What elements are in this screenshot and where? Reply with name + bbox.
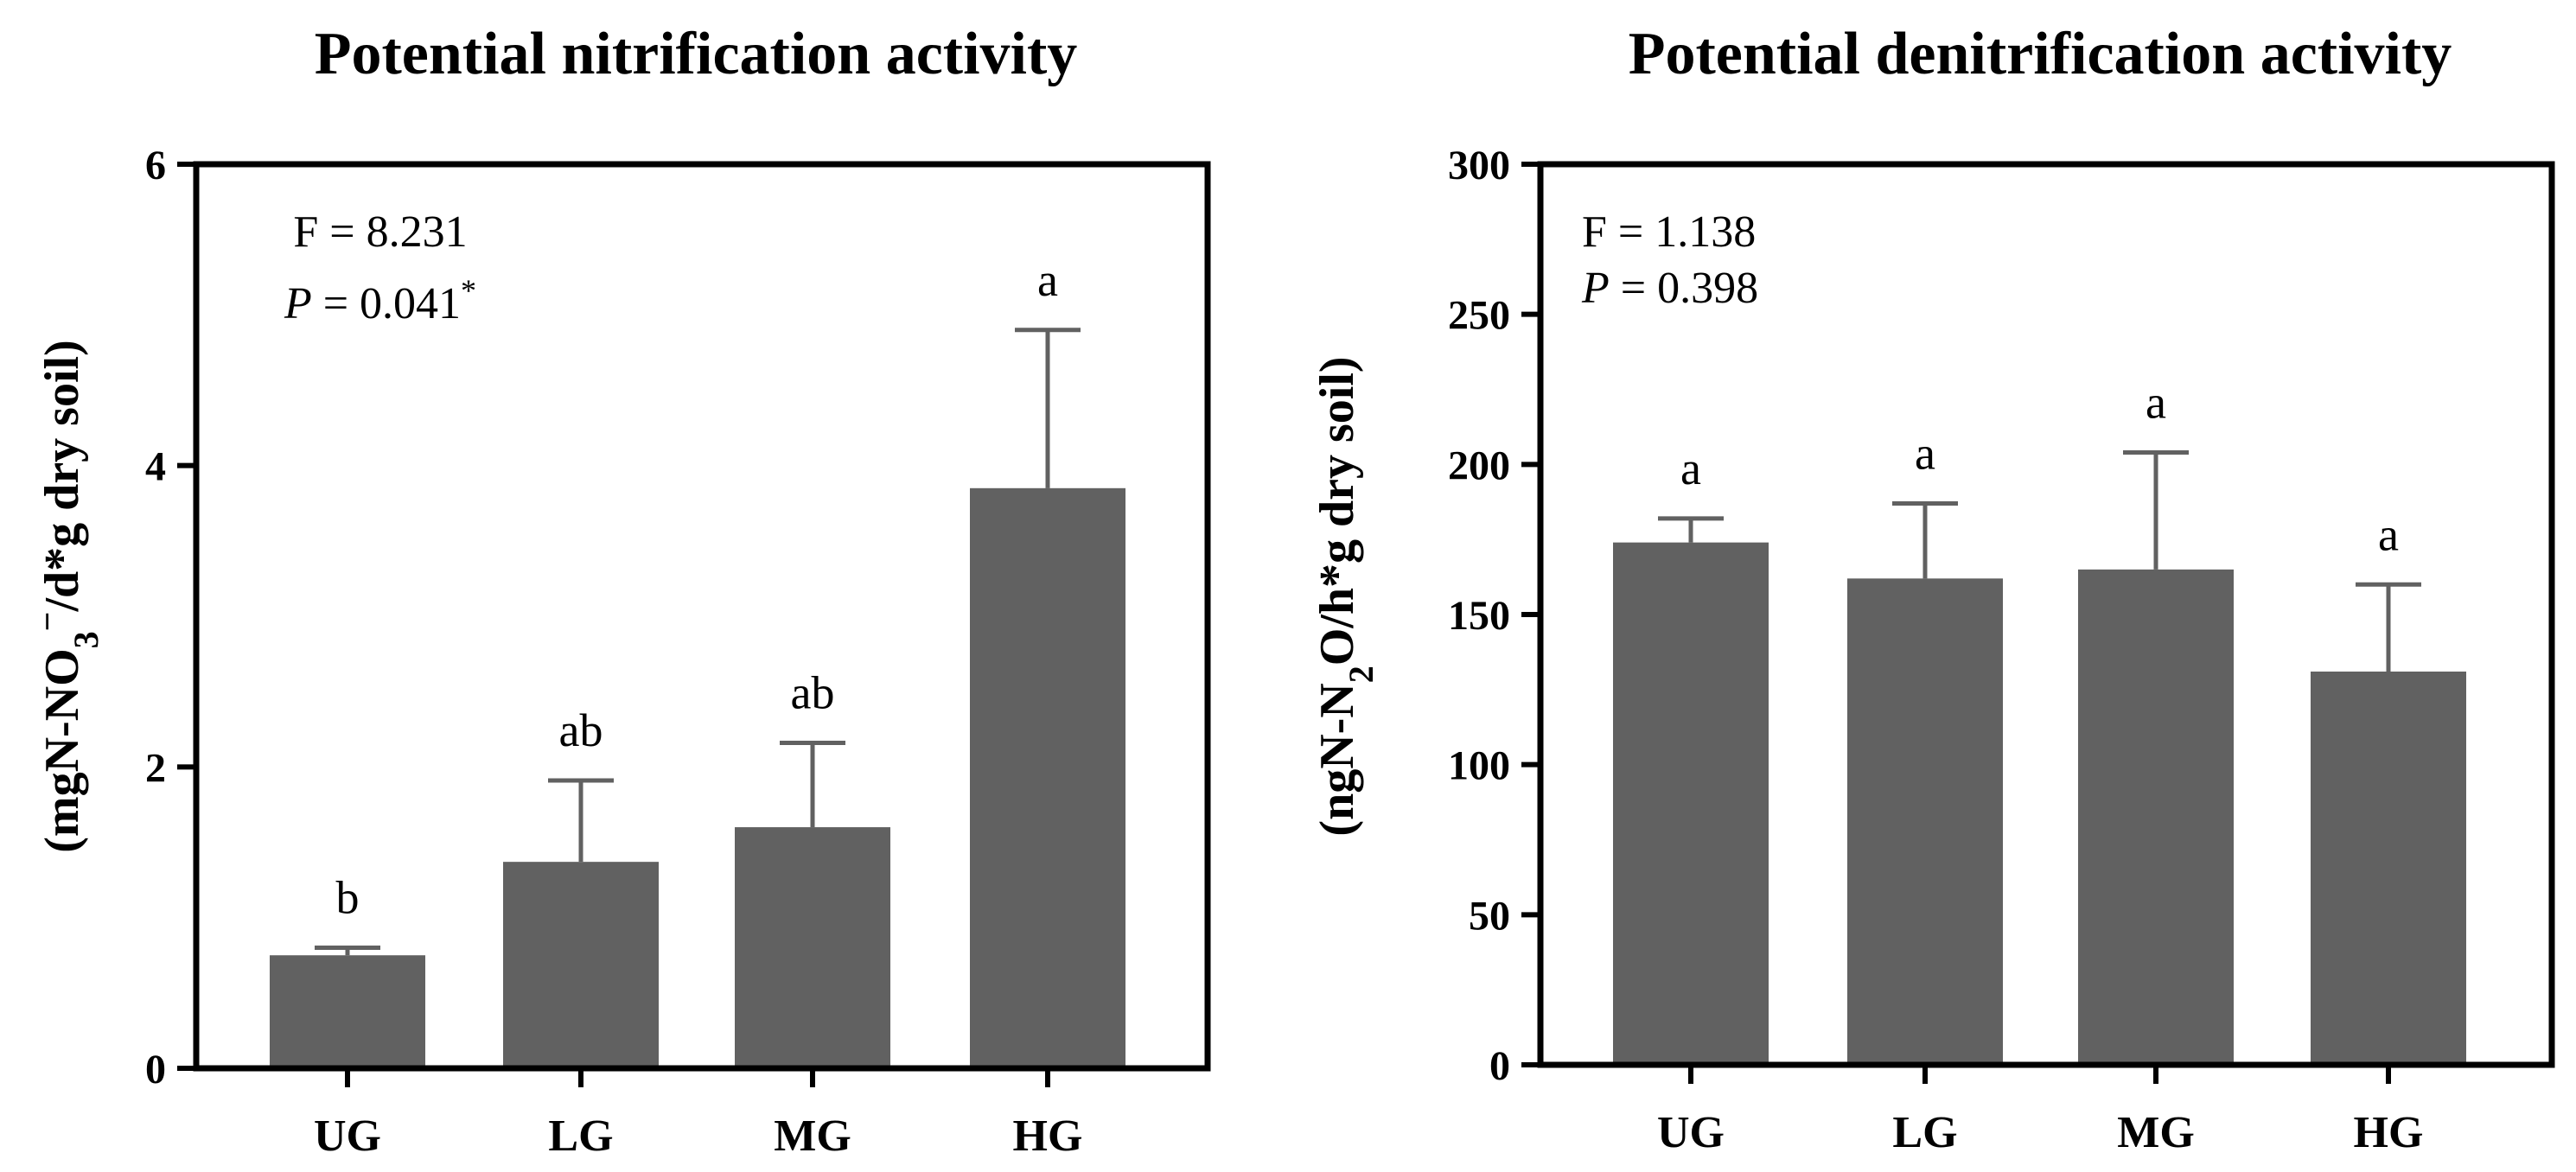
denitrification-y-tick-label: 100	[1448, 743, 1510, 789]
nitrification-hg-significance-letter: a	[1037, 254, 1058, 306]
nitrification-ug-significance-letter: b	[336, 872, 360, 924]
nitrification-hg-bar	[970, 487, 1125, 1068]
denitrification-f-statistic: F = 1.138	[1582, 207, 1756, 257]
denitrification-ticks: UG LG MG HG 0 50 100 150 200 250 300	[1448, 143, 2423, 1157]
denitrification-hg-bar	[2311, 671, 2466, 1065]
nitrification-bars: b ab ab a	[270, 254, 1125, 1068]
nitrification-p-value: P = 0.041*	[284, 273, 476, 328]
denitrification-bars: a a a a	[1613, 376, 2466, 1065]
denitrification-y-tick-label: 200	[1448, 443, 1510, 488]
denitrification-hg-significance-letter: a	[2378, 508, 2399, 560]
nitrification-mg-bar	[735, 827, 890, 1068]
nitrification-lg-significance-letter: ab	[559, 704, 603, 756]
nitrification-ug-x-tick-label: UG	[314, 1111, 381, 1161]
nitrification-frame	[193, 161, 1211, 1072]
nitrification-hg-x-tick-label: HG	[1013, 1111, 1083, 1161]
denitrification-p-value: P = 0.398	[1581, 264, 1758, 313]
denitrification-y-tick-label: 250	[1448, 293, 1510, 339]
denitrification-panel: Potential denitrification activity (ngN-…	[1310, 21, 2555, 1157]
denitrification-lg-significance-letter: a	[1915, 427, 1935, 479]
denitrification-lg-bar	[1847, 578, 2003, 1065]
nitrification-y-tick-label: 4	[145, 444, 166, 490]
denitrification-ug-significance-letter: a	[1680, 443, 1701, 494]
denitrification-y-tick-label: 300	[1448, 143, 1510, 188]
nitrification-lg-bar	[503, 862, 659, 1068]
nitrification-f-statistic: F = 8.231	[293, 207, 467, 257]
nitrification-lg-x-tick-label: LG	[548, 1111, 613, 1161]
nitrification-y-axis-label: (mgN-NO3−/d*g dry soil)	[28, 340, 105, 852]
nitrification-title: Potential nitrification activity	[315, 21, 1078, 87]
denitrification-mg-bar	[2078, 569, 2234, 1065]
denitrification-ug-bar	[1613, 542, 1769, 1065]
denitrification-mg-x-tick-label: MG	[2117, 1108, 2195, 1157]
nitrification-mg-x-tick-label: MG	[774, 1111, 851, 1161]
denitrification-y-axis-label: (ngN-N2O/h*g dry soil)	[1310, 356, 1380, 836]
denitrification-y-tick-label: 50	[1469, 893, 1510, 939]
nitrification-ticks: UG LG MG HG 0 2 4 6	[145, 143, 1082, 1161]
nitrification-ug-bar	[270, 955, 425, 1068]
denitrification-mg-significance-letter: a	[2146, 376, 2166, 428]
denitrification-lg-x-tick-label: LG	[1892, 1108, 1957, 1157]
nitrification-mg-significance-letter: ab	[791, 666, 835, 718]
denitrification-frame	[1537, 161, 2555, 1068]
nitrification-y-tick-label: 6	[145, 143, 166, 188]
denitrification-y-tick-label: 0	[1489, 1043, 1510, 1089]
nitrification-panel: Potential nitrification activity (mgN-NO…	[28, 21, 1211, 1161]
denitrification-ug-x-tick-label: UG	[1657, 1108, 1725, 1157]
nitrification-y-tick-label: 0	[145, 1047, 166, 1092]
nitrification-y-tick-label: 2	[145, 745, 166, 791]
denitrification-title: Potential denitrification activity	[1629, 21, 2452, 87]
denitrification-y-tick-label: 150	[1448, 593, 1510, 639]
denitrification-hg-x-tick-label: HG	[2354, 1108, 2424, 1157]
